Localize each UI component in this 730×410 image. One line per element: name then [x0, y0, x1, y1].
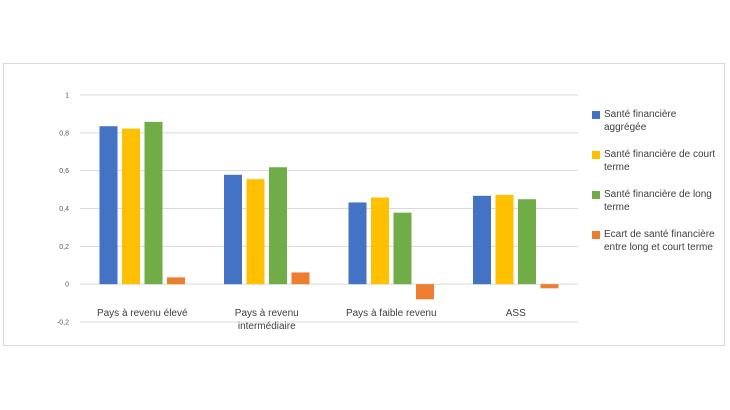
legend-item: Ecart de santé financière entre long et c…	[592, 228, 722, 254]
category-label: ASS	[506, 308, 526, 319]
bars	[99, 121, 559, 300]
bar	[540, 284, 559, 289]
category-label: Pays à revenu	[235, 308, 299, 319]
bar	[495, 194, 514, 285]
bar	[144, 121, 163, 285]
category-label: Pays à revenu élevé	[97, 308, 188, 319]
legend-label: Santé financière de court terme	[604, 149, 716, 173]
bar	[167, 277, 185, 285]
y-axis-ticks: -0,2 0 0,2 0,4 0,6 0,8 1	[57, 93, 69, 327]
legend-item: Santé financière de long terme	[592, 188, 722, 214]
legend-swatch	[592, 111, 600, 119]
y-tick-label: -0,2	[57, 320, 69, 327]
legend-swatch	[592, 151, 600, 159]
legend-item: Santé financière de court terme	[592, 148, 722, 174]
y-tick-label: 0,2	[59, 244, 69, 251]
category-labels: Pays à revenu élevé Pays à revenu interméd…	[97, 308, 526, 332]
bar	[99, 126, 118, 285]
bar	[518, 199, 536, 285]
category-label: intermédiaire	[238, 321, 296, 332]
legend-label: Ecart de santé financière entre long et c…	[604, 229, 715, 253]
legend: Santé financière aggrégée Santé financière…	[592, 108, 722, 268]
bar	[246, 179, 265, 285]
legend-swatch	[592, 191, 600, 199]
bar	[122, 128, 140, 285]
y-tick-label: 0	[65, 282, 69, 289]
bar	[416, 284, 434, 300]
y-tick-label: 0,8	[59, 130, 69, 137]
bar	[291, 272, 310, 285]
legend-label: Santé financière aggrégée	[604, 109, 677, 133]
bar	[269, 167, 287, 285]
legend-item: Santé financière aggrégée	[592, 108, 722, 134]
legend-label: Santé financière de long terme	[604, 189, 712, 213]
bar	[371, 197, 389, 285]
bar	[224, 174, 242, 285]
category-label: Pays à faible revenu	[346, 308, 437, 319]
y-tick-label: 1	[65, 93, 69, 100]
gridlines	[80, 94, 578, 323]
bar	[348, 202, 367, 285]
y-tick-label: 0,4	[59, 206, 69, 213]
y-tick-label: 0,6	[59, 168, 69, 175]
bar	[393, 212, 412, 285]
legend-swatch	[592, 231, 600, 239]
bar	[473, 195, 491, 285]
